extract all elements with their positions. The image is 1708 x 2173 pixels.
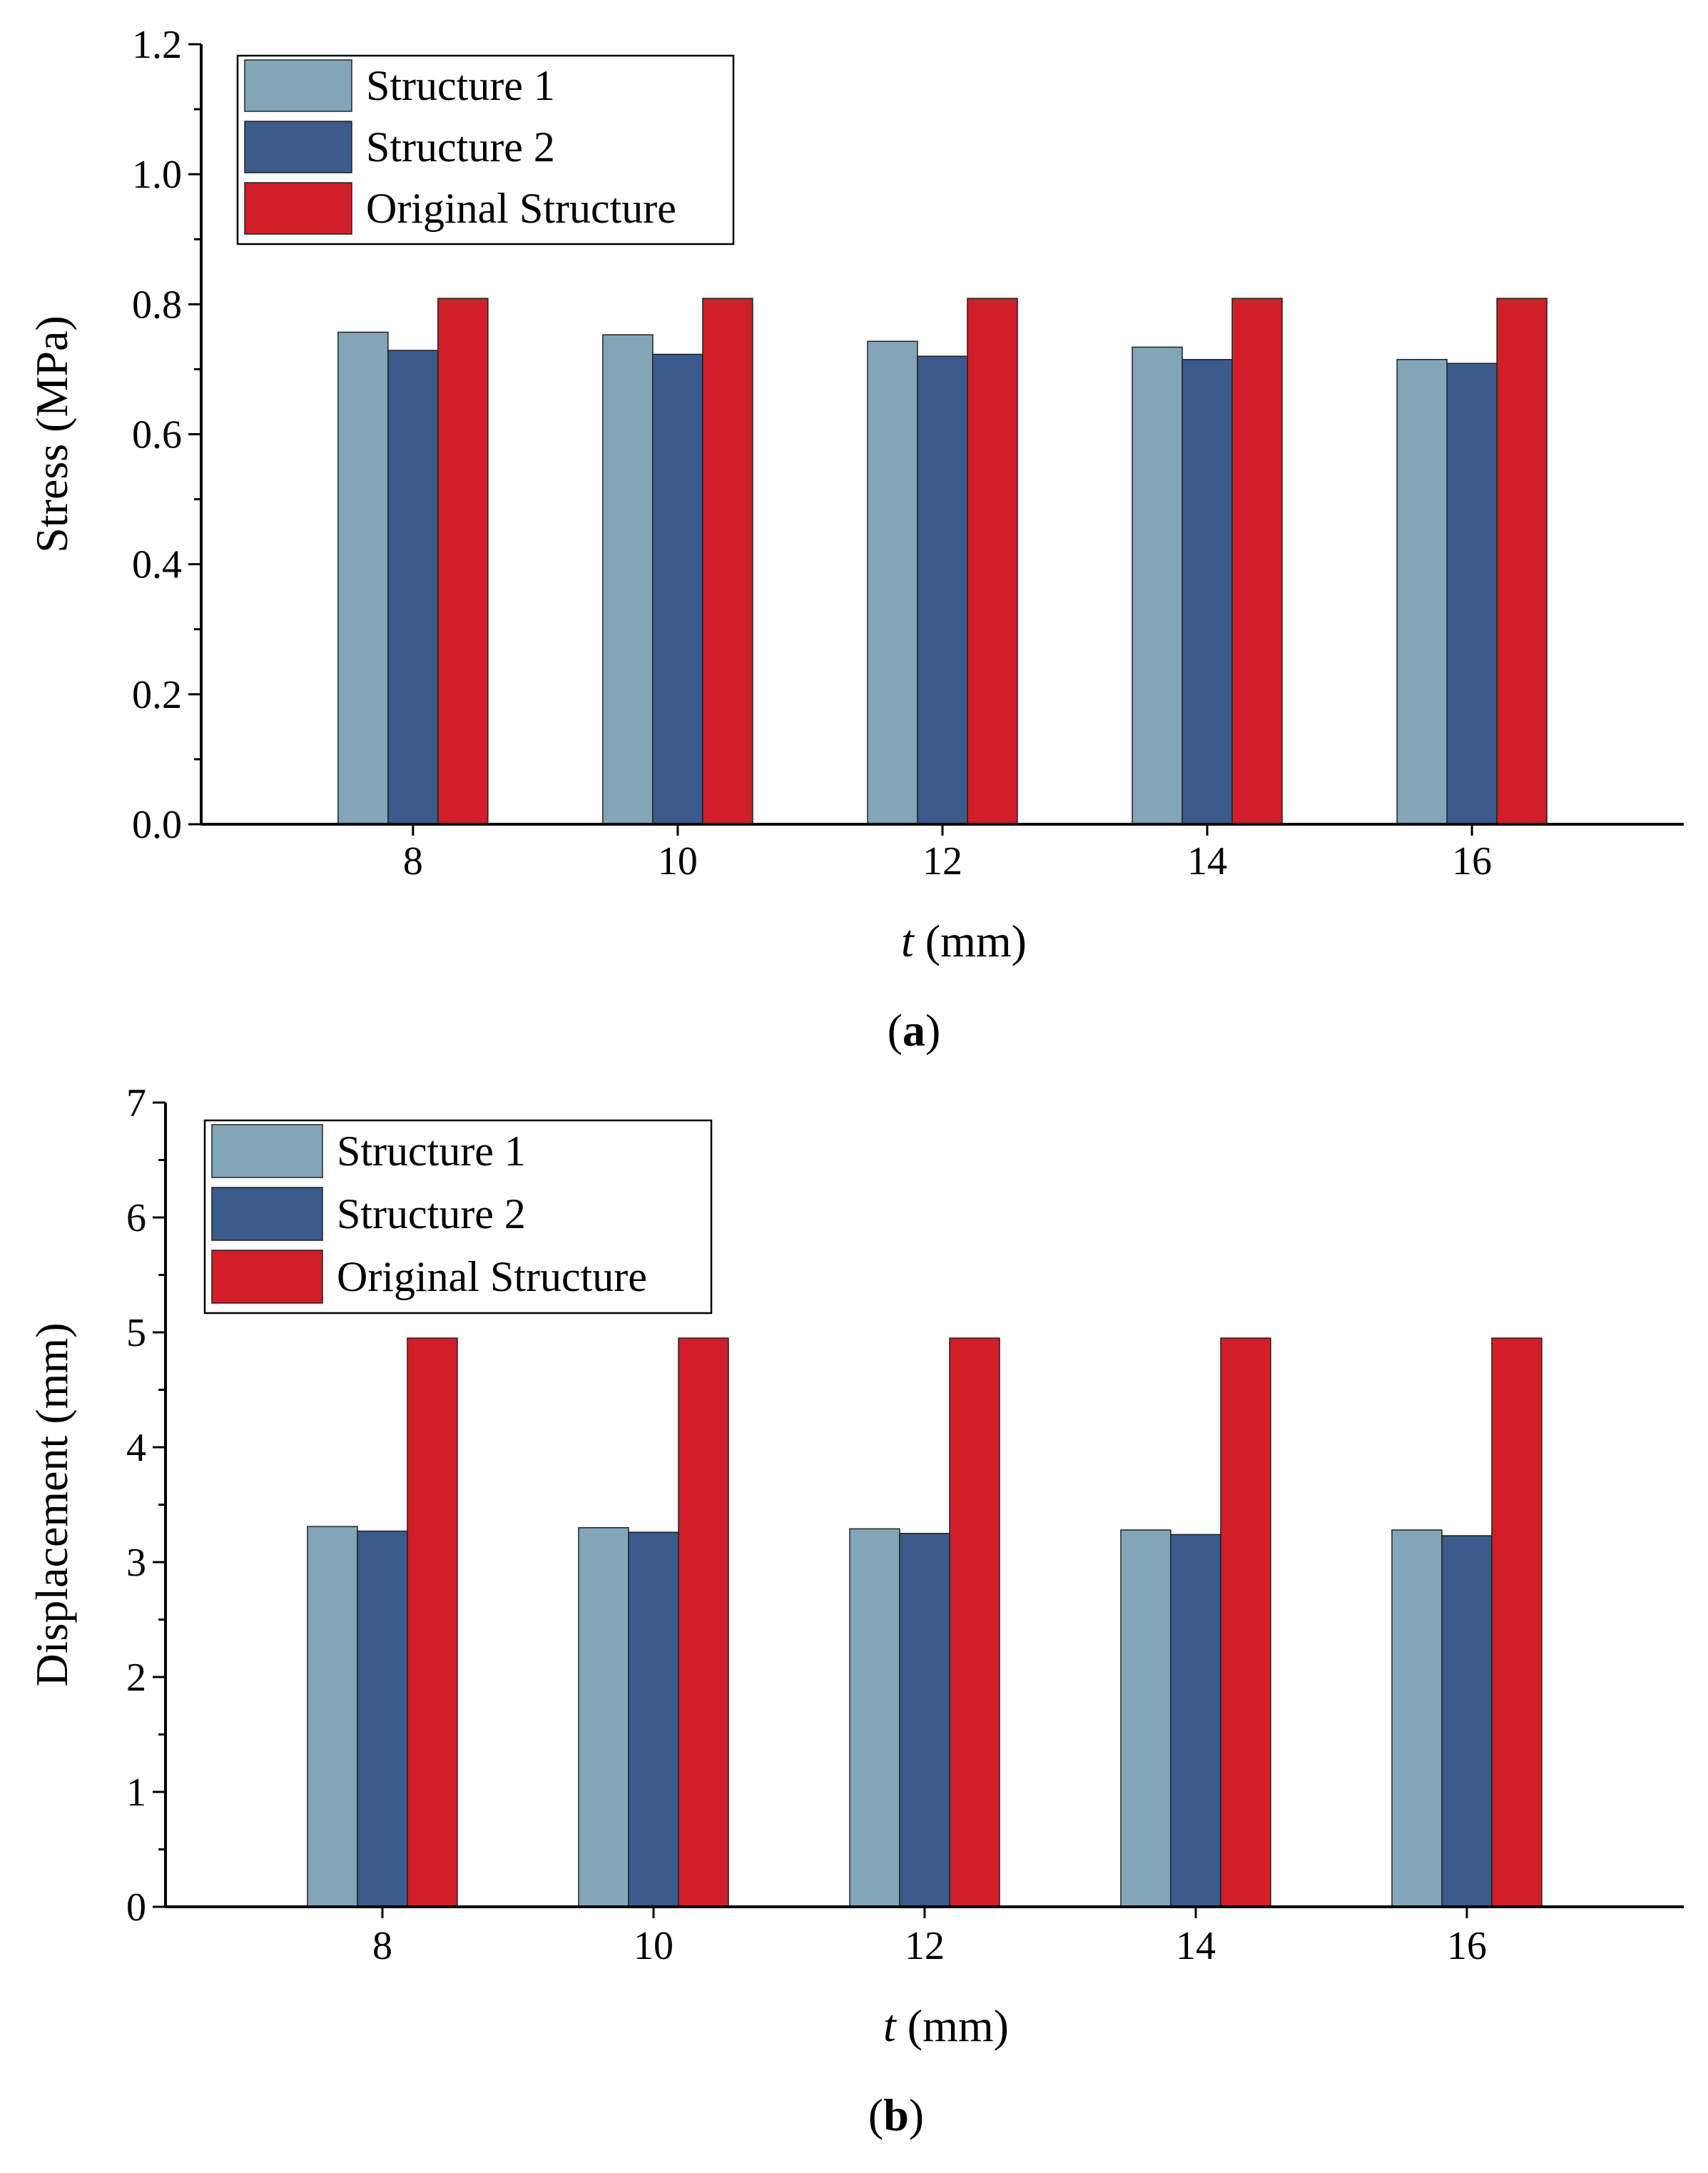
caption-open: ( [868,2090,883,2140]
legend-swatch [244,121,352,173]
y-tick-label: 4 [126,1426,146,1470]
bar-structure-1-16 [1391,1529,1443,1908]
x-tick-label: 16 [1452,839,1492,883]
bar-original-structure-14 [1220,1337,1271,1908]
y-tick-label: 0.4 [132,543,182,587]
y-tick-label: 0.0 [132,803,182,847]
bar-structure-2-10 [628,1531,679,1908]
x-tick-label: 8 [372,1924,392,1968]
y-tick-label: 0.2 [132,673,182,717]
y-tick-label: 0.6 [132,413,182,457]
y-tick-label: 0 [126,1885,146,1930]
x-axis-title-variable: t [901,916,915,966]
bar-original-structure-10 [678,1337,729,1908]
legend-swatch [244,182,352,235]
bar-structure-1-10 [602,334,654,825]
bar-structure-1-10 [578,1526,629,1908]
bar-structure-2-12 [917,355,968,825]
bar-structure-1-14 [1132,346,1183,825]
x-tick-label: 10 [658,839,698,883]
y-tick-label: 1.2 [132,23,182,67]
legend-label: Original Structure [337,1253,647,1300]
bar-original-structure-14 [1231,298,1283,825]
bar-structure-1-14 [1120,1529,1171,1908]
legend-label: Structure 2 [337,1190,526,1237]
bar-structure-1-12 [867,340,918,825]
y-tick-label: 1 [126,1771,146,1815]
x-tick-label: 10 [634,1924,673,1968]
bar-original-structure-10 [702,298,753,825]
y-tick-label: 2 [126,1656,146,1700]
bar-original-structure-12 [949,1337,1000,1908]
x-axis-title: t (mm) [901,916,1027,966]
x-tick-label: 16 [1447,1924,1487,1968]
legend-swatch [211,1124,323,1178]
bar-structure-2-16 [1441,1535,1493,1908]
x-tick-label: 14 [1176,1924,1216,1968]
panel-caption: (a) [888,1005,941,1055]
caption-letter: b [883,2090,909,2140]
y-tick-label: 6 [126,1196,146,1240]
panel-caption: (b) [868,2090,924,2140]
y-tick-label: 3 [126,1541,146,1585]
bar-structure-2-14 [1181,359,1233,825]
legend-label: Structure 2 [366,123,555,171]
bar-structure-2-14 [1170,1534,1221,1908]
bar-structure-1-16 [1396,359,1448,825]
x-axis-title-unit: (mm) [914,916,1027,966]
caption-close: ) [909,2090,924,2140]
bar-original-structure-8 [437,298,489,825]
caption-open: ( [888,1005,903,1055]
y-tick-label: 5 [126,1311,146,1355]
legend-label: Structure 1 [337,1128,526,1175]
bar-original-structure-16 [1491,1337,1542,1908]
x-axis-title: t (mm) [883,2000,1009,2051]
bar-original-structure-16 [1496,298,1547,825]
bar-structure-1-12 [849,1528,900,1908]
bar-structure-1-8 [337,331,389,825]
x-tick-label: 12 [922,839,962,883]
legend-label: Original Structure [366,185,676,232]
x-axis-title-unit: (mm) [896,2000,1009,2051]
caption-close: ) [925,1005,940,1055]
x-tick-label: 12 [905,1924,945,1968]
bar-structure-2-16 [1446,363,1498,825]
legend-swatch [211,1187,323,1241]
x-axis-title-variable: t [883,2000,898,2051]
bar-original-structure-12 [967,298,1018,825]
bar-original-structure-8 [407,1337,458,1908]
legend-label: Structure 1 [366,62,555,109]
bar-structure-1-8 [307,1526,358,1908]
y-axis-title: Displacement (mm) [26,1322,77,1686]
y-tick-label: 7 [126,1081,146,1125]
bar-structure-2-10 [652,353,703,825]
bar-structure-2-8 [357,1530,408,1908]
bar-structure-2-8 [387,350,439,825]
stress-chart: 8 10 12 14 16 0.0 0.2 0.4 0.6 0.8 1.0 1.2 t (mm) Stre… [26,23,1684,1055]
caption-letter: a [903,1005,925,1055]
x-tick-label: 14 [1187,839,1227,883]
bar-structure-2-12 [899,1533,950,1908]
y-tick-label: 1.0 [132,153,182,197]
legend-swatch [211,1250,323,1304]
y-tick-label: 0.8 [132,283,182,327]
legend-swatch [244,59,352,112]
x-tick-label: 8 [403,839,423,883]
y-axis-title: Stress (MPa) [26,315,77,552]
